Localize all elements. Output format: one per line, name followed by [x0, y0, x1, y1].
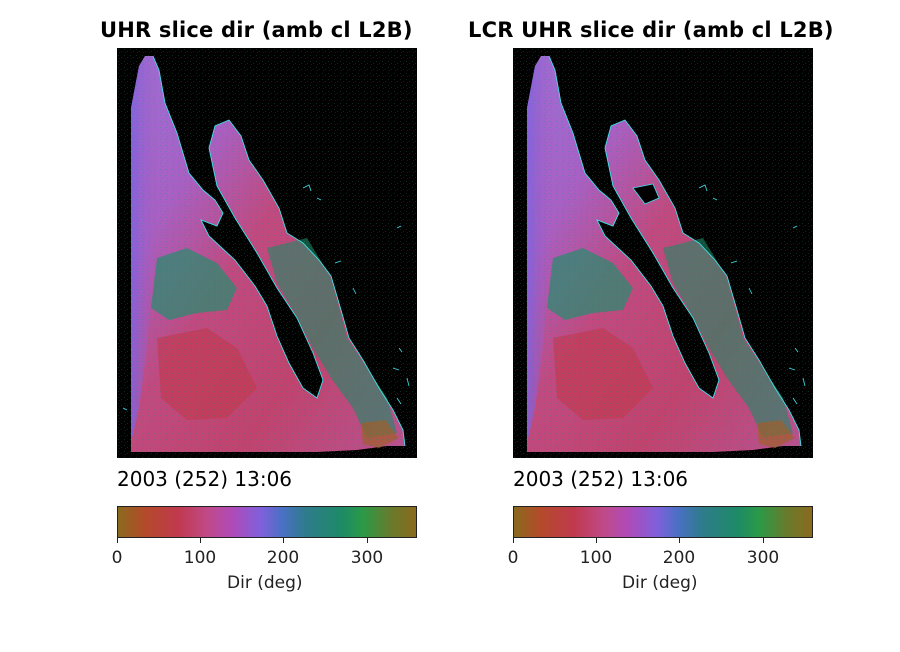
colorbar-label: Dir (deg): [227, 573, 303, 593]
coastline: [548, 55, 802, 447]
colorbar-tick-labels: 0 100 200 300: [508, 548, 813, 570]
colorbar: [513, 506, 813, 538]
tick-mark: [763, 538, 764, 543]
colorbar: [117, 506, 417, 538]
tick-label: 0: [111, 548, 123, 568]
timestamp: 2003 (252) 13:06: [117, 467, 293, 491]
coastline: [152, 55, 406, 447]
tick-label: 200: [266, 548, 300, 568]
tick-label: 300: [350, 548, 384, 568]
tick-mark: [283, 538, 284, 543]
tick-mark: [513, 538, 514, 543]
colorbar-label: Dir (deg): [622, 573, 698, 593]
colorbar-tick-labels: 0 100 200 300: [112, 548, 417, 570]
panel-lcr-uhr: LCR UHR slice dir (amb cl L2B) 2003 (252…: [468, 0, 834, 652]
tick-mark: [117, 538, 118, 543]
wind-direction-map: [513, 48, 813, 458]
tick-label: 200: [662, 548, 696, 568]
tick-mark: [596, 538, 597, 543]
tick-mark: [367, 538, 368, 543]
panel-uhr: UHR slice dir (amb cl L2B) 2003 (252) 13…: [100, 0, 440, 652]
tick-mark: [200, 538, 201, 543]
panel-title: UHR slice dir (amb cl L2B): [100, 18, 413, 42]
panel-title: LCR UHR slice dir (amb cl L2B): [468, 18, 834, 42]
tick-label: 0: [507, 548, 519, 568]
tick-label: 300: [746, 548, 780, 568]
tick-label: 100: [579, 548, 613, 568]
colorbar-ticks: [513, 538, 813, 546]
tick-mark: [679, 538, 680, 543]
wind-direction-map: [117, 48, 417, 458]
colorbar-ticks: [117, 538, 417, 546]
tick-label: 100: [183, 548, 217, 568]
timestamp: 2003 (252) 13:06: [513, 467, 689, 491]
